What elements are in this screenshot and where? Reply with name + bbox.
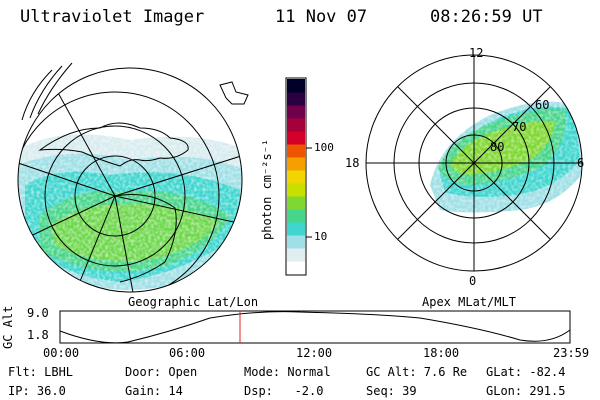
colorbar-cell (287, 235, 305, 249)
colorbar-cell (287, 183, 305, 197)
info-seq: Seq: 39 (366, 384, 417, 398)
colorbar-cells (287, 79, 305, 275)
geo-lat-circle-inner (74, 155, 156, 237)
altitude-ytick-1: 1.8 (27, 328, 49, 342)
info-door: Door: Open (125, 365, 198, 379)
apex-auroral-image (420, 90, 582, 230)
geo-lat-circle-outer (18, 91, 220, 292)
colorbar-cell (287, 248, 305, 262)
colorbar (285, 77, 312, 276)
info-glon: GLon: 291.5 (486, 384, 566, 398)
geo-caption: Geographic Lat/Lon (128, 295, 259, 309)
colorbar-cell (287, 209, 305, 223)
time-label: 08:26:59 UT (430, 7, 543, 27)
mlt-label-12: 12 (469, 46, 484, 60)
colorbar-cell (287, 92, 305, 106)
info-ip: IP: 36.0 (8, 384, 66, 398)
geo-outer-circle (17, 67, 243, 293)
altitude-curve (59, 311, 571, 344)
colorbar-cell (287, 196, 305, 210)
mlat-label-60: 60 (535, 98, 550, 112)
info-glat: GLat: -82.4 (486, 365, 566, 379)
info-mode: Mode: Normal (244, 365, 331, 379)
coastline (38, 122, 189, 167)
colorbar-unit-label: photon cm⁻²s⁻¹ (260, 138, 274, 240)
instrument-title: Ultraviolet Imager (20, 7, 205, 27)
island (219, 81, 249, 105)
xtick-0600: 06:00 (169, 346, 206, 360)
altitude-ytick-9: 9.0 (27, 306, 49, 320)
colorbar-frame (285, 77, 307, 276)
altitude-plot (59, 310, 571, 344)
colorbar-label-100: 100 (314, 141, 334, 154)
colorbar-cell (287, 222, 305, 236)
geo-grid (17, 62, 249, 293)
xtick-0000: 00:00 (43, 346, 80, 360)
altitude-ylabel: GC Alt (1, 305, 15, 349)
info-flt: Flt: LBHL (8, 365, 74, 379)
colorbar-cell (287, 79, 305, 93)
colorbar-cell (287, 157, 305, 171)
info-gain: Gain: 14 (125, 384, 183, 398)
info-dsp: Dsp: -2.0 (244, 384, 324, 398)
colorbar-cell (287, 131, 305, 145)
mlt-label-6: 6 (577, 156, 585, 170)
geo-auroral-image (18, 120, 242, 292)
mlat-label-70: 70 (512, 120, 527, 134)
colorbar-cell (287, 144, 305, 158)
xtick-2359: 23:59 (553, 346, 590, 360)
apex-caption: Apex MLat/MLT (422, 295, 516, 309)
xtick-1800: 18:00 (423, 346, 460, 360)
coastline-2 (114, 194, 177, 283)
date-label: 11 Nov 07 (275, 7, 368, 27)
mlt-label-0: 0 (469, 274, 477, 288)
geo-lat-circle-mid (44, 125, 186, 267)
mlt-label-18: 18 (345, 156, 360, 170)
colorbar-cell (287, 118, 305, 132)
altitude-plot-frame (59, 310, 571, 344)
colorbar-cell (287, 261, 305, 275)
info-gc-alt: GC Alt: 7.6 Re (366, 365, 468, 379)
colorbar-cell (287, 105, 305, 119)
apex-grid (365, 54, 583, 272)
mlat-label-80: 80 (490, 140, 505, 154)
colorbar-label-10: 10 (314, 230, 328, 243)
colorbar-cell (287, 170, 305, 184)
xtick-1200: 12:00 (296, 346, 333, 360)
